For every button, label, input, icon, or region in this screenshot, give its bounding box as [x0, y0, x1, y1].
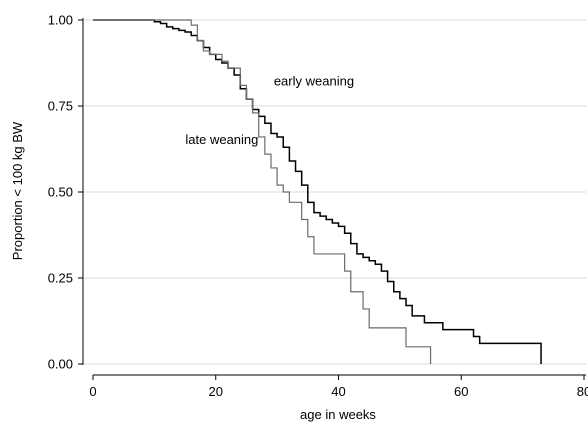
- x-tick-label: 20: [209, 384, 223, 399]
- annotation-late-weaning: late weaning: [185, 132, 258, 147]
- y-ticks: 0.00 0.25 0.50 0.75 1.00: [48, 13, 83, 372]
- x-axis-label: age in weeks: [300, 407, 376, 422]
- x-tick-label: 40: [331, 384, 345, 399]
- annotations: early weaning late weaning: [185, 73, 354, 146]
- series-line-late-weaning: [93, 19, 432, 364]
- annotation-early-weaning: early weaning: [274, 73, 354, 88]
- y-tick-label: 0.00: [48, 357, 73, 372]
- y-tick-label: 1.00: [48, 13, 73, 28]
- x-tick-label: 60: [454, 384, 468, 399]
- y-tick-label: 0.50: [48, 185, 73, 200]
- series-lines: [93, 19, 542, 364]
- x-ticks: 0 20 40 60 80: [89, 375, 588, 399]
- y-tick-label: 0.25: [48, 271, 73, 286]
- x-tick-label: 80: [577, 384, 588, 399]
- y-tick-label: 0.75: [48, 99, 73, 114]
- y-axis-label: Proportion < 100 kg BW: [10, 121, 25, 260]
- gridlines: [84, 19, 586, 365]
- axes: [82, 18, 586, 376]
- x-tick-label: 0: [89, 384, 96, 399]
